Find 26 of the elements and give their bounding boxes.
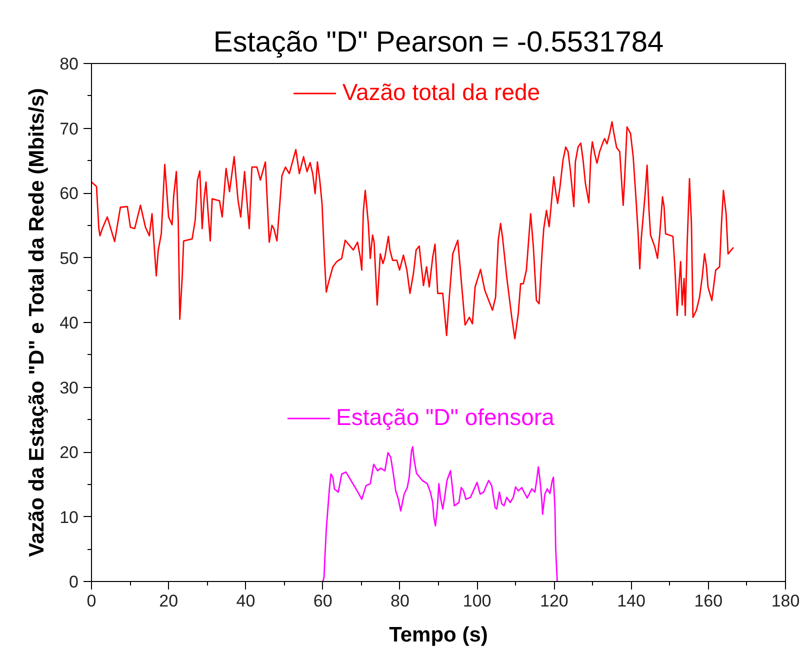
x-tick-label: 180	[771, 592, 800, 610]
x-tick-label: 20	[159, 592, 178, 610]
y-tick-label: 20	[60, 443, 79, 462]
legend-label: Estação "D" ofensora	[336, 404, 554, 432]
x-tick-label: 60	[313, 592, 332, 610]
y-tick-label: 70	[60, 119, 79, 138]
y-tick-label: 30	[60, 378, 79, 398]
legend-label: Vazão total da rede	[342, 79, 540, 106]
x-tick-label: 100	[462, 592, 492, 610]
x-tick-label: 80	[390, 592, 410, 610]
y-tick-label: 10	[60, 508, 79, 527]
y-tick-label: 0	[69, 572, 79, 592]
y-tick-label: 50	[60, 248, 79, 268]
x-tick-label: 40	[236, 592, 256, 610]
x-tick-label: 160	[694, 592, 723, 610]
line-series	[322, 446, 558, 582]
chart-title: Estação "D" Pearson = -0.5531784	[213, 26, 664, 58]
x-tick-label: 0	[86, 592, 96, 610]
y-tick-label: 80	[60, 54, 79, 74]
line-series	[92, 121, 734, 340]
y-tick-label: 60	[60, 184, 79, 203]
y-tick-label: 40	[60, 314, 79, 332]
x-tick-label: 140	[617, 592, 646, 610]
y-axis-title: Vazão da Estação "D" e Total da Rede (Mbits/s)	[26, 88, 49, 557]
x-tick-label: 120	[540, 592, 568, 610]
x-axis-title: Tempo (s)	[389, 624, 488, 646]
